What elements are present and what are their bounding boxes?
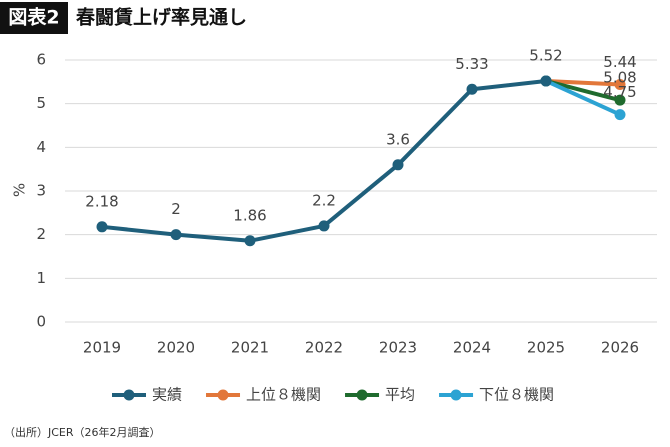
series-line bbox=[545, 79, 621, 103]
data-point bbox=[614, 94, 626, 106]
data-label: 4.75 bbox=[603, 83, 636, 101]
series-line bbox=[545, 79, 621, 117]
x-tick-label: 2020 bbox=[157, 339, 195, 357]
y-axis-label: % bbox=[11, 183, 29, 197]
data-label: 2 bbox=[171, 200, 181, 218]
x-tick-label: 2024 bbox=[453, 339, 491, 357]
legend-marker bbox=[450, 389, 462, 401]
data-label: 3.6 bbox=[386, 130, 410, 148]
data-label: 5.52 bbox=[529, 46, 562, 64]
data-label: 5.44 bbox=[603, 53, 636, 71]
data-label: 5.33 bbox=[455, 55, 488, 73]
x-tick-label: 2022 bbox=[305, 339, 343, 357]
y-tick-label: 2 bbox=[36, 225, 46, 243]
legend-label: 実績 bbox=[152, 386, 182, 404]
data-point bbox=[244, 235, 256, 247]
y-tick-label: 1 bbox=[36, 269, 46, 287]
y-tick-label: 6 bbox=[36, 51, 46, 69]
legend-label: 平均 bbox=[385, 386, 415, 404]
data-label: 2.2 bbox=[312, 191, 336, 209]
legend-marker bbox=[356, 389, 368, 401]
data-point bbox=[392, 159, 404, 171]
x-tick-label: 2025 bbox=[527, 339, 565, 357]
data-point bbox=[540, 75, 552, 87]
legend-label: 上位８機関 bbox=[246, 386, 321, 404]
data-label: 5.08 bbox=[603, 69, 636, 87]
badge-box bbox=[0, 2, 68, 34]
data-point bbox=[170, 229, 182, 241]
series-line bbox=[545, 78, 621, 87]
series-line bbox=[101, 78, 547, 243]
data-label: 1.86 bbox=[233, 206, 266, 224]
x-tick-label: 2019 bbox=[83, 339, 121, 357]
y-tick-label: 5 bbox=[36, 94, 46, 112]
x-tick-label: 2026 bbox=[601, 339, 639, 357]
chart-title: 春闘賃上げ率見通し bbox=[76, 6, 247, 29]
data-point bbox=[614, 78, 626, 90]
legend-marker bbox=[217, 389, 229, 401]
y-tick-label: 0 bbox=[36, 313, 46, 331]
legend-marker bbox=[123, 389, 135, 401]
data-point bbox=[318, 220, 330, 232]
data-point bbox=[96, 221, 108, 233]
source: （出所）JCER（26年2月調査） bbox=[4, 425, 161, 439]
data-label: 2.18 bbox=[85, 192, 118, 210]
y-tick-label: 3 bbox=[36, 182, 46, 200]
data-point bbox=[466, 83, 478, 95]
legend-label: 下位８機関 bbox=[479, 386, 554, 404]
data-point bbox=[614, 109, 626, 121]
badge: 図表2 bbox=[8, 6, 59, 29]
y-tick-label: 4 bbox=[36, 138, 46, 156]
x-tick-label: 2023 bbox=[379, 339, 417, 357]
x-tick-label: 2021 bbox=[231, 339, 269, 357]
